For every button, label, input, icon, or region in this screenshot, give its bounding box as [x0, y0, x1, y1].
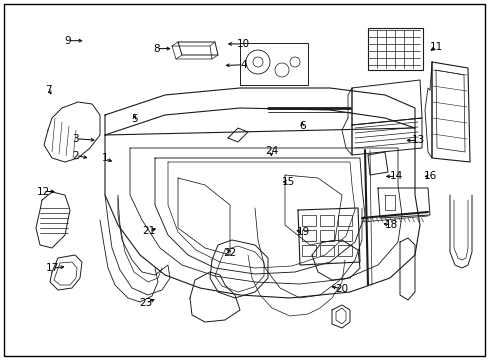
- Text: 21: 21: [142, 226, 156, 236]
- Text: 1: 1: [102, 153, 108, 163]
- Text: 17: 17: [46, 263, 60, 273]
- Text: 9: 9: [64, 36, 71, 46]
- Text: 16: 16: [423, 171, 436, 181]
- Text: 14: 14: [388, 171, 402, 181]
- Text: 3: 3: [72, 134, 79, 144]
- Bar: [367, 28, 422, 70]
- Bar: [302, 215, 315, 226]
- Text: 11: 11: [429, 42, 443, 52]
- Text: 8: 8: [153, 44, 160, 54]
- Text: 24: 24: [264, 146, 278, 156]
- Bar: [337, 245, 351, 256]
- Bar: [319, 245, 333, 256]
- Text: 10: 10: [237, 39, 249, 49]
- Text: 15: 15: [281, 177, 295, 187]
- Bar: [302, 230, 315, 241]
- Bar: [319, 230, 333, 241]
- Text: 18: 18: [384, 220, 397, 230]
- Text: 2: 2: [72, 150, 79, 161]
- Text: 7: 7: [45, 85, 52, 95]
- Text: 23: 23: [139, 298, 152, 308]
- Bar: [337, 230, 351, 241]
- Bar: [240, 43, 307, 85]
- Text: 13: 13: [410, 135, 424, 145]
- Text: 19: 19: [296, 227, 309, 237]
- Bar: [302, 245, 315, 256]
- Text: 20: 20: [335, 284, 348, 294]
- Text: 5: 5: [131, 114, 138, 124]
- Text: 22: 22: [223, 248, 236, 258]
- Text: 6: 6: [298, 121, 305, 131]
- Text: 4: 4: [240, 60, 246, 70]
- Bar: [337, 215, 351, 226]
- Bar: [319, 215, 333, 226]
- Text: 12: 12: [36, 186, 50, 197]
